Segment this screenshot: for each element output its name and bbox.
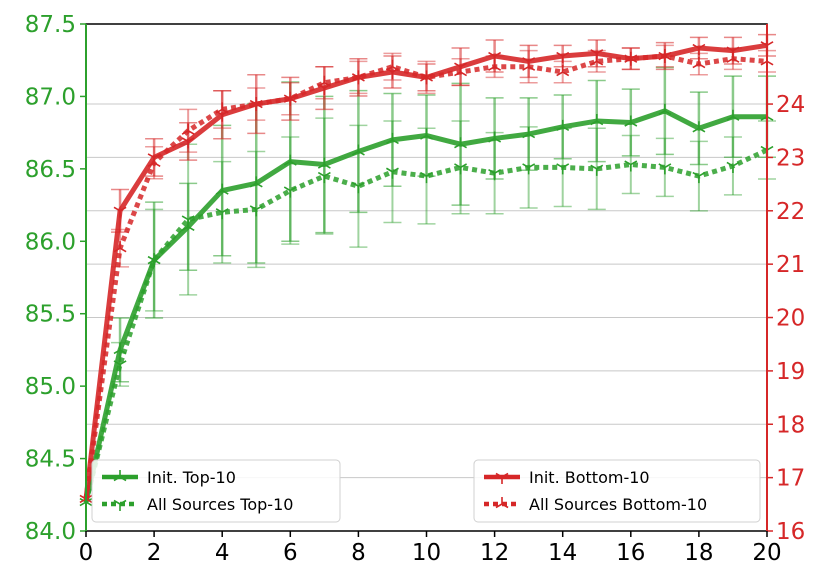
data-point bbox=[113, 206, 127, 218]
left-tick-label: 84.5 bbox=[25, 447, 76, 473]
x-tick-label: 16 bbox=[616, 540, 645, 566]
legend-marker-icon bbox=[495, 497, 509, 509]
series-layer bbox=[79, 33, 776, 510]
data-point bbox=[351, 144, 365, 156]
data-point bbox=[317, 83, 331, 96]
legend-label: All Sources Bottom-10 bbox=[529, 495, 707, 514]
legend-frame bbox=[91, 459, 341, 523]
data-point bbox=[590, 114, 604, 126]
legend-bottom10: Init. Bottom-10 All Sources Bottom-10 bbox=[473, 459, 761, 523]
right-tick-label: 22 bbox=[776, 199, 805, 225]
data-point bbox=[692, 43, 706, 56]
right-tick-label: 16 bbox=[776, 519, 805, 545]
legends: Init. Top-10 All Sources Top-10 Init. Bott… bbox=[91, 459, 761, 523]
x-tick-label: 14 bbox=[548, 540, 577, 566]
data-point bbox=[317, 157, 331, 169]
data-point bbox=[658, 103, 672, 116]
left-tick-label: 85.0 bbox=[25, 374, 76, 400]
data-point bbox=[658, 163, 672, 175]
right-tick-label: 17 bbox=[776, 466, 805, 492]
data-point bbox=[420, 73, 433, 85]
data-point bbox=[726, 109, 740, 121]
data-point bbox=[624, 54, 638, 66]
data-point bbox=[454, 62, 468, 74]
data-point bbox=[556, 51, 570, 64]
left-tick-label: 86.5 bbox=[25, 157, 76, 183]
data-point bbox=[488, 51, 502, 64]
right-tick-label: 20 bbox=[776, 306, 805, 332]
right-tick-label: 18 bbox=[776, 412, 805, 438]
data-point bbox=[385, 67, 399, 80]
legend-label: Init. Top-10 bbox=[147, 468, 236, 487]
x-tick-label: 12 bbox=[480, 540, 509, 566]
data-point bbox=[590, 164, 604, 176]
data-point bbox=[692, 121, 706, 133]
x-tick-label: 0 bbox=[79, 540, 94, 566]
data-point bbox=[658, 51, 672, 64]
data-point bbox=[215, 110, 229, 122]
data-point bbox=[113, 342, 127, 355]
legend-marker-icon bbox=[113, 470, 127, 482]
data-point bbox=[692, 171, 706, 184]
left-tick-label: 84.0 bbox=[25, 519, 76, 545]
right-tick-label: 24 bbox=[776, 92, 805, 118]
data-point bbox=[420, 128, 433, 140]
data-point bbox=[726, 161, 740, 173]
data-point bbox=[147, 253, 161, 265]
data-point bbox=[624, 160, 638, 172]
data-point bbox=[522, 57, 536, 69]
legend-frame bbox=[473, 459, 761, 523]
data-point bbox=[624, 115, 638, 127]
x-tick-label: 8 bbox=[351, 540, 366, 566]
right-tick-label: 23 bbox=[776, 145, 805, 171]
legend-top10: Init. Top-10 All Sources Top-10 bbox=[91, 459, 341, 523]
data-point bbox=[488, 131, 502, 143]
data-point bbox=[351, 73, 365, 85]
axes: 84.0 84.5 85.0 85.5 86.0 86.5 87.0 87.5 16 17 18 19… bbox=[25, 12, 806, 566]
legend-marker-icon bbox=[495, 472, 509, 484]
x-tick-label: 4 bbox=[215, 540, 230, 566]
data-point bbox=[454, 137, 468, 149]
data-point bbox=[522, 127, 536, 139]
data-point bbox=[385, 132, 399, 145]
data-point bbox=[283, 94, 297, 106]
left-tick-label: 87.5 bbox=[25, 12, 76, 38]
left-tick-label: 85.5 bbox=[25, 302, 76, 328]
legend-label: Init. Bottom-10 bbox=[529, 468, 650, 487]
x-tick-label: 20 bbox=[752, 540, 781, 566]
data-point bbox=[249, 99, 263, 112]
series-init-bottom-10 bbox=[79, 33, 776, 506]
right-tick-label: 21 bbox=[776, 252, 805, 278]
data-point bbox=[283, 154, 297, 166]
x-tick-label: 2 bbox=[147, 540, 162, 566]
data-point bbox=[556, 163, 570, 175]
x-tick-label: 10 bbox=[412, 540, 441, 566]
right-tick-label: 19 bbox=[776, 359, 805, 385]
data-point bbox=[556, 119, 570, 132]
data-point bbox=[215, 183, 229, 195]
data-point bbox=[249, 176, 263, 188]
x-tick-label: 18 bbox=[684, 540, 713, 566]
left-tick-label: 86.0 bbox=[25, 229, 76, 255]
data-point bbox=[181, 219, 195, 231]
legend-label: All Sources Top-10 bbox=[147, 495, 293, 514]
data-point bbox=[726, 46, 740, 58]
x-tick-label: 6 bbox=[283, 540, 298, 566]
legend-marker-icon bbox=[113, 499, 127, 511]
data-point bbox=[147, 153, 161, 165]
data-point bbox=[181, 137, 195, 149]
data-point bbox=[590, 49, 604, 61]
left-tick-label: 87.0 bbox=[25, 84, 76, 110]
